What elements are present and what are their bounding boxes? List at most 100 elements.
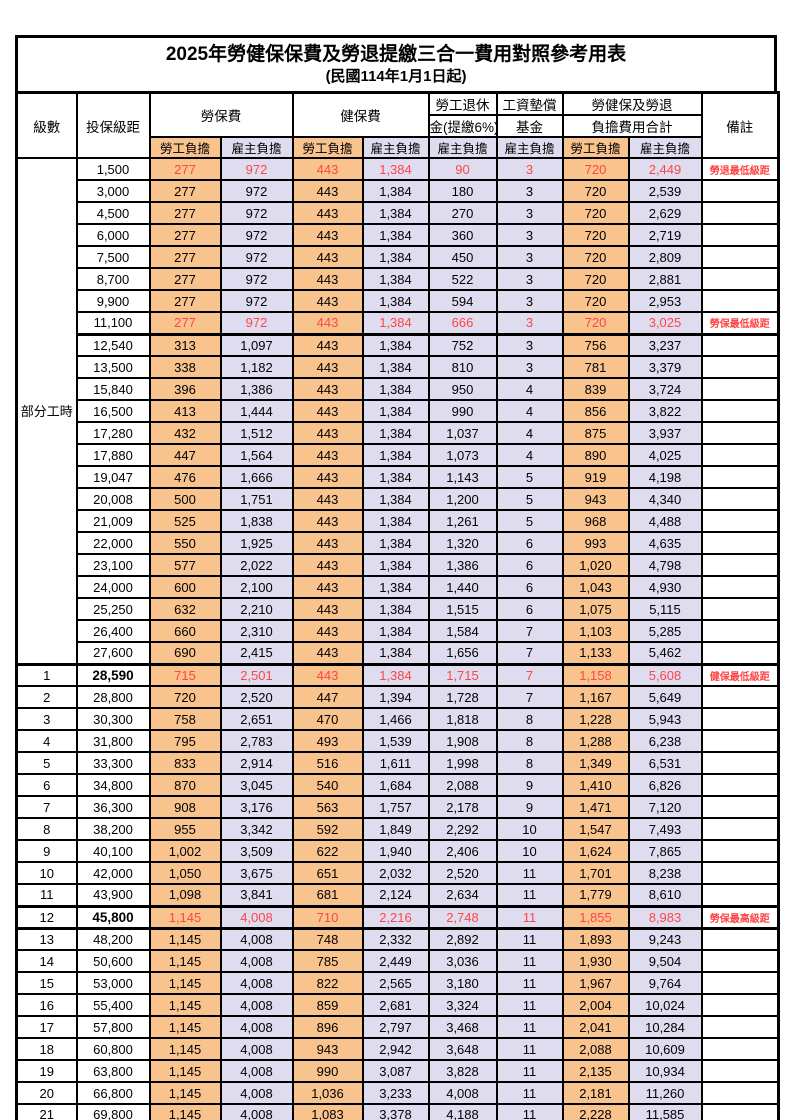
value-cell: 990 xyxy=(291,1059,364,1083)
bracket-cell: 7,500 xyxy=(75,245,151,269)
header-fund-line2: 基金 xyxy=(495,114,564,138)
value-cell: 1,384 xyxy=(361,289,430,313)
value-cell: 1,930 xyxy=(561,949,630,973)
note-cell xyxy=(700,531,780,555)
value-cell: 1,908 xyxy=(427,729,498,753)
value-cell: 1,624 xyxy=(561,839,630,863)
note-cell xyxy=(700,993,780,1017)
table-row: 12 45,800 1,145 4,008 710 2,216 2,748 11 1,855 8,… xyxy=(15,904,780,930)
value-cell: 443 xyxy=(291,311,364,336)
note-cell xyxy=(700,223,780,247)
value-cell: 4,008 xyxy=(219,1081,294,1105)
value-cell: 1,384 xyxy=(361,509,430,533)
value-cell: 7 xyxy=(495,641,564,665)
value-cell: 2,124 xyxy=(361,883,430,907)
header-pension-line2: 金(提繳6%) xyxy=(427,114,498,138)
value-cell: 822 xyxy=(291,971,364,995)
value-cell: 1,002 xyxy=(148,839,222,863)
table-row: 26,400 660 2,310 443 1,384 1,584 7 1,103 5,285 xyxy=(17,619,780,643)
value-cell: 1,384 xyxy=(361,179,430,203)
value-cell: 2,719 xyxy=(627,223,703,247)
value-cell: 1,539 xyxy=(361,729,430,753)
value-cell: 2,892 xyxy=(427,927,498,951)
level-cell: 8 xyxy=(15,817,78,841)
value-cell: 443 xyxy=(291,179,364,203)
value-cell: 1,098 xyxy=(148,883,222,907)
subheader-total-employer: 雇主負擔 xyxy=(627,136,703,159)
note-cell: 勞保最高級距 xyxy=(700,904,780,930)
value-cell: 660 xyxy=(148,619,222,643)
value-cell: 1,849 xyxy=(361,817,430,841)
value-cell: 4,008 xyxy=(219,993,294,1017)
value-cell: 338 xyxy=(148,355,222,379)
value-cell: 810 xyxy=(427,355,498,379)
bracket-cell: 8,700 xyxy=(75,267,151,291)
bracket-cell: 30,300 xyxy=(75,707,151,731)
value-cell: 2,216 xyxy=(361,904,430,930)
value-cell: 972 xyxy=(219,289,294,313)
value-cell: 1,228 xyxy=(561,707,630,731)
table-row: 8 38,200 955 3,342 592 1,849 2,292 10 1,547 7,493 xyxy=(15,817,780,841)
value-cell: 3 xyxy=(495,245,564,269)
value-cell: 277 xyxy=(148,289,222,313)
value-cell: 516 xyxy=(291,751,364,775)
value-cell: 1,656 xyxy=(427,641,498,665)
value-cell: 1,384 xyxy=(361,311,430,336)
value-cell: 277 xyxy=(148,179,222,203)
table-row: 17,280 432 1,512 443 1,384 1,037 4 875 3,937 xyxy=(17,421,780,445)
bracket-cell: 48,200 xyxy=(75,927,151,951)
value-cell: 2,415 xyxy=(219,641,294,665)
note-cell xyxy=(700,751,780,775)
value-cell: 3,180 xyxy=(427,971,498,995)
table-row: 15 53,000 1,145 4,008 822 2,565 3,180 11 1,967 9,… xyxy=(15,971,780,995)
value-cell: 4,025 xyxy=(627,443,703,467)
page-subtitle: (民國114年1月1日起) xyxy=(325,68,467,85)
value-cell: 3,324 xyxy=(427,993,498,1017)
value-cell: 972 xyxy=(219,223,294,247)
bracket-cell: 33,300 xyxy=(75,751,151,775)
value-cell: 1,466 xyxy=(361,707,430,731)
value-cell: 3,379 xyxy=(627,355,703,379)
value-cell: 11 xyxy=(495,1081,564,1105)
value-cell: 5 xyxy=(495,487,564,511)
note-cell xyxy=(700,355,780,379)
value-cell: 413 xyxy=(148,399,222,423)
value-cell: 1,320 xyxy=(427,531,498,555)
value-cell: 432 xyxy=(148,421,222,445)
value-cell: 2,406 xyxy=(427,839,498,863)
bracket-cell: 23,100 xyxy=(75,553,151,577)
table-row: 12,540 313 1,097 443 1,384 752 3 756 3,237 xyxy=(17,333,780,357)
bracket-cell: 31,800 xyxy=(75,729,151,753)
value-cell: 1,838 xyxy=(219,509,294,533)
value-cell: 1,145 xyxy=(148,949,222,973)
value-cell: 594 xyxy=(427,289,498,313)
note-cell xyxy=(700,1081,780,1105)
value-cell: 681 xyxy=(291,883,364,907)
table-row: 7 36,300 908 3,176 563 1,757 2,178 9 1,471 7,120 xyxy=(15,795,780,819)
value-cell: 3,841 xyxy=(219,883,294,907)
bracket-cell: 38,200 xyxy=(75,817,151,841)
value-cell: 577 xyxy=(148,553,222,577)
value-cell: 9,504 xyxy=(627,949,703,973)
bracket-cell: 26,400 xyxy=(75,619,151,643)
value-cell: 1,757 xyxy=(361,795,430,819)
bracket-cell: 4,500 xyxy=(75,201,151,225)
value-cell: 2,881 xyxy=(627,267,703,291)
table-row: 20 66,800 1,145 4,008 1,036 3,233 4,008 11 2,181… xyxy=(15,1081,780,1105)
value-cell: 550 xyxy=(148,531,222,555)
value-cell: 8,610 xyxy=(627,883,703,907)
value-cell: 1,020 xyxy=(561,553,630,577)
value-cell: 1,036 xyxy=(291,1081,364,1105)
value-cell: 1,384 xyxy=(361,355,430,379)
note-cell: 勞退最低級距 xyxy=(700,157,780,181)
value-cell: 1,940 xyxy=(361,839,430,863)
value-cell: 4,635 xyxy=(627,531,703,555)
table-row: 27,600 690 2,415 443 1,384 1,656 7 1,133 5,462 xyxy=(17,641,780,665)
bracket-cell: 27,600 xyxy=(75,641,151,665)
value-cell: 1,386 xyxy=(427,553,498,577)
value-cell: 690 xyxy=(148,641,222,665)
level-cell: 10 xyxy=(15,861,78,885)
value-cell: 5,115 xyxy=(627,597,703,621)
value-cell: 277 xyxy=(148,157,222,181)
bracket-cell: 63,800 xyxy=(75,1059,151,1083)
